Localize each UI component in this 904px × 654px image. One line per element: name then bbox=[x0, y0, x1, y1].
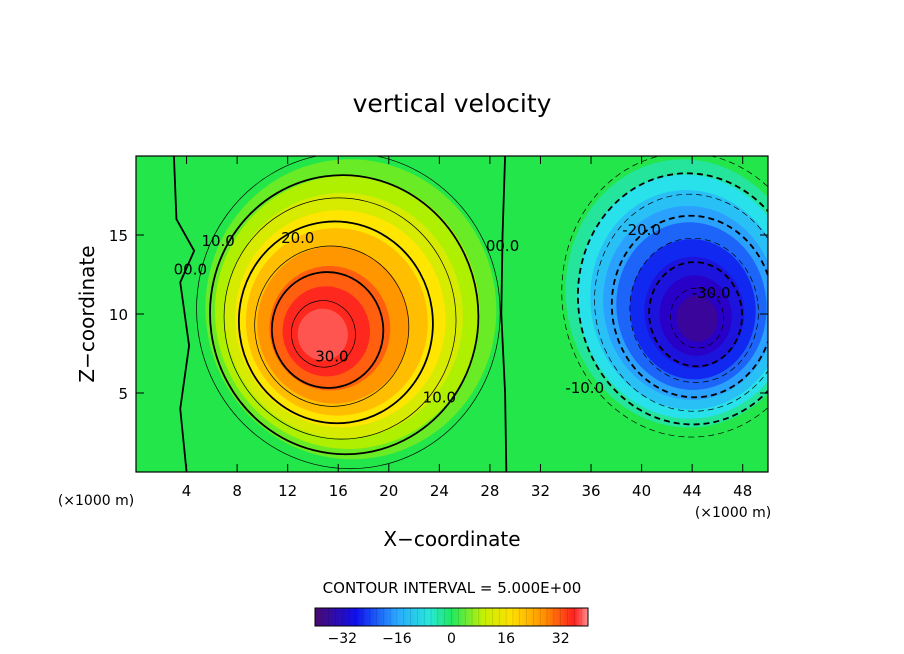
downdraft-band bbox=[676, 295, 718, 342]
updraft-contour bbox=[254, 245, 410, 407]
contour-label: -10.0 bbox=[565, 379, 604, 397]
updraft-band bbox=[297, 308, 348, 361]
x-unit-label-left: (×1000 m) bbox=[58, 493, 134, 509]
x-tick-label: 44 bbox=[683, 482, 702, 500]
contour-interval-text: CONTOUR INTERVAL = 5.000E+00 bbox=[323, 579, 582, 597]
updraft-contour bbox=[209, 174, 480, 456]
x-tick-label: 4 bbox=[182, 482, 192, 500]
x-axis-ticks: 4 8 12 16 20 24 28 32 36 40 44 48 bbox=[182, 156, 752, 500]
updraft-contour bbox=[237, 220, 434, 425]
contour-label: 20.0 bbox=[281, 229, 314, 247]
x-axis-label: X−coordinate bbox=[383, 527, 520, 551]
contour-labels: 10.0 20.0 30.0 10.0 00.0 00.0 -20.0 -30.0 -10.0 bbox=[174, 221, 731, 406]
x-tick-label: 24 bbox=[430, 482, 449, 500]
x-tick-label: 48 bbox=[733, 482, 752, 500]
colorbar-tick-label: −16 bbox=[382, 631, 412, 647]
zero-contour bbox=[500, 156, 508, 472]
x-tick-label: 8 bbox=[232, 482, 242, 500]
updraft-contour bbox=[196, 156, 501, 470]
y-tick-label: 15 bbox=[109, 227, 128, 245]
downdraft-contour bbox=[594, 193, 768, 412]
contour-label: -20.0 bbox=[622, 221, 661, 239]
velocity-field bbox=[205, 159, 768, 460]
downdraft-contour bbox=[610, 214, 768, 399]
colorbar-tick-label: 0 bbox=[447, 631, 456, 647]
y-tick-label: 10 bbox=[109, 306, 128, 324]
y-axis-ticks: 5 10 15 bbox=[109, 227, 768, 403]
updraft-contour bbox=[291, 300, 356, 368]
downdraft-contour bbox=[561, 156, 768, 438]
y-axis-label: Z−coordinate bbox=[75, 245, 99, 382]
downdraft-contour bbox=[629, 237, 759, 383]
x-unit-label-right: (×1000 m) bbox=[695, 505, 771, 521]
contour-label: 10.0 bbox=[423, 388, 456, 406]
colorbar-ticks: −32 −16 0 16 32 bbox=[328, 631, 570, 647]
y-tick-label: 5 bbox=[118, 385, 128, 403]
contour-label: 00.0 bbox=[174, 261, 207, 279]
contour-label: 30.0 bbox=[315, 347, 348, 365]
downdraft-contour bbox=[669, 287, 725, 349]
chart-title: vertical velocity bbox=[353, 89, 552, 118]
x-tick-label: 12 bbox=[278, 482, 297, 500]
x-tick-label: 40 bbox=[632, 482, 651, 500]
contour-label: -30.0 bbox=[692, 284, 731, 302]
colorbar-tick-label: 32 bbox=[552, 631, 570, 647]
colorbar bbox=[314, 607, 589, 627]
x-tick-label: 28 bbox=[480, 482, 499, 500]
colorbar-stripes bbox=[314, 608, 589, 626]
colorbar-tick-label: 16 bbox=[497, 631, 515, 647]
x-tick-label: 32 bbox=[531, 482, 550, 500]
colorbar-tick-label: −32 bbox=[328, 631, 358, 647]
updraft-contour bbox=[270, 271, 385, 389]
x-tick-label: 36 bbox=[581, 482, 600, 500]
contour-lines bbox=[173, 156, 768, 472]
downdraft-contour bbox=[577, 172, 768, 426]
zero-contour bbox=[173, 156, 196, 472]
contour-label: 00.0 bbox=[486, 237, 519, 255]
x-tick-label: 16 bbox=[329, 482, 348, 500]
x-tick-label: 20 bbox=[379, 482, 398, 500]
updraft-contour bbox=[223, 197, 457, 440]
contour-label: 10.0 bbox=[201, 232, 234, 250]
